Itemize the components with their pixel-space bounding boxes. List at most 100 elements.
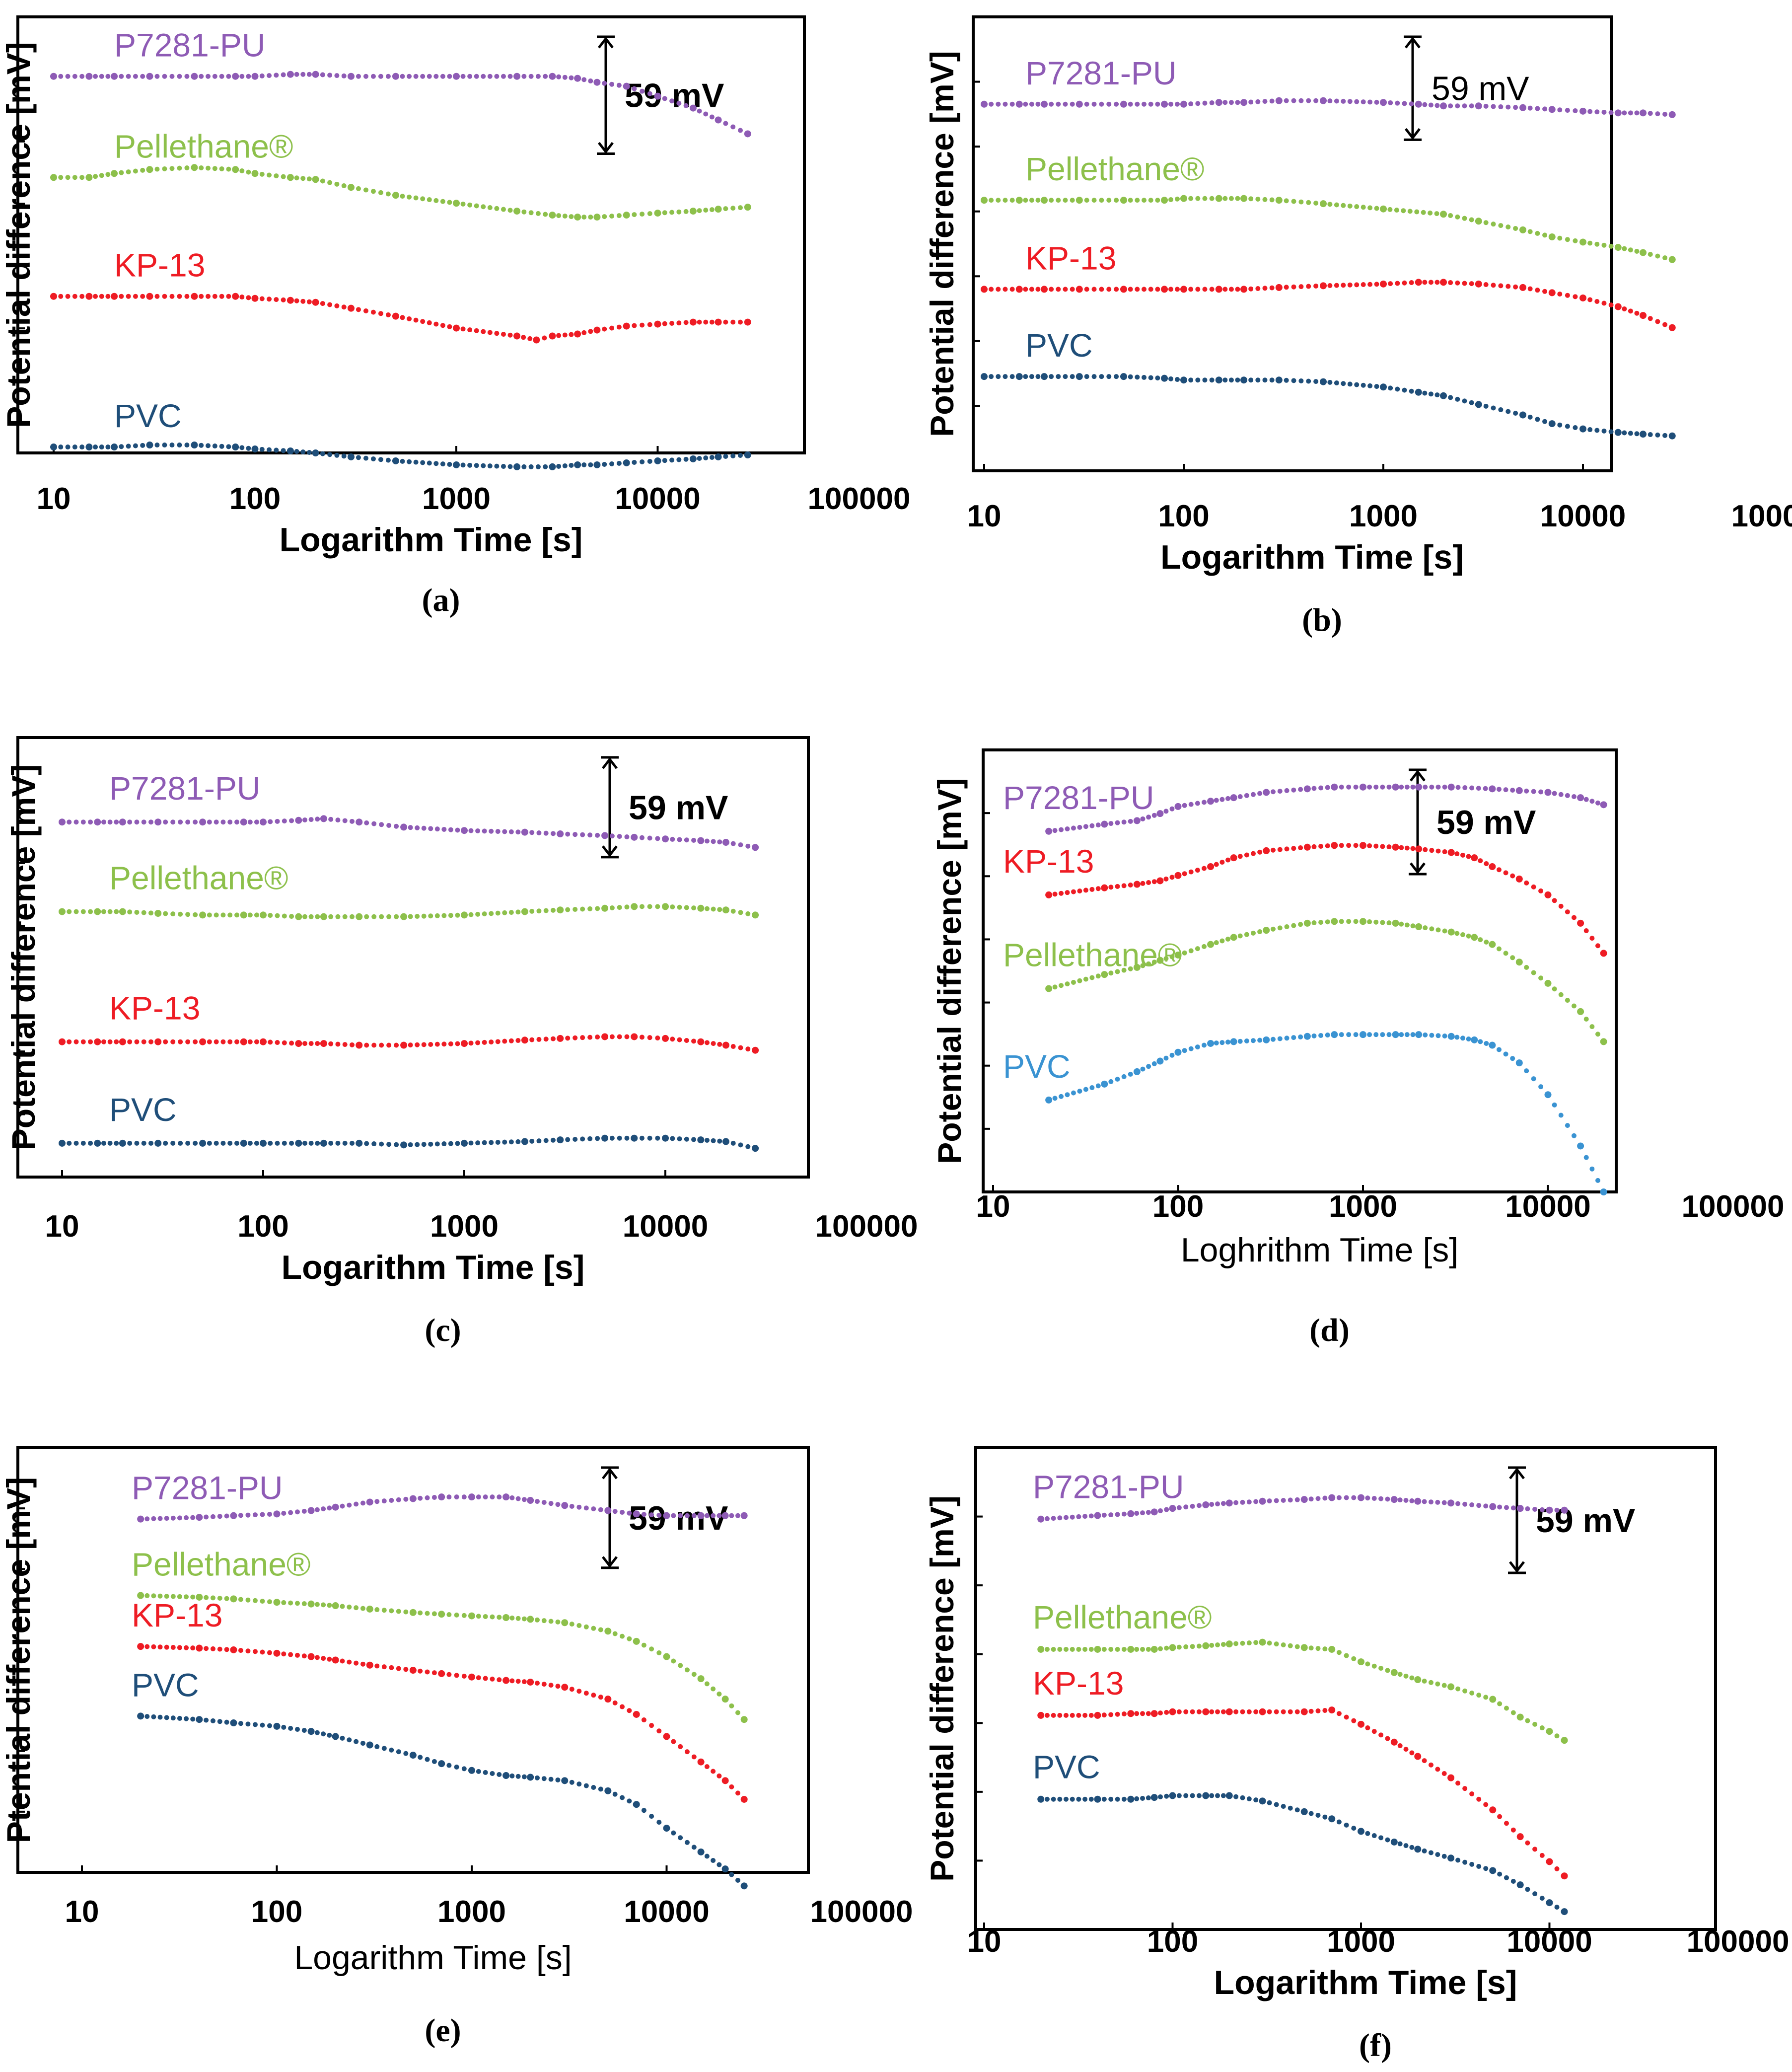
- data-point: [1441, 1771, 1447, 1776]
- data-point: [1548, 289, 1556, 296]
- data-point: [691, 1513, 697, 1518]
- panel-caption: (b): [1302, 602, 1342, 638]
- data-point: [302, 914, 307, 919]
- data-point: [593, 326, 601, 334]
- data-point: [1557, 422, 1563, 428]
- data-point: [595, 906, 600, 911]
- data-point: [1380, 205, 1387, 213]
- data-point: [1409, 1498, 1415, 1503]
- data-point: [483, 1614, 488, 1619]
- data-point: [1168, 197, 1174, 202]
- series-label: P7281-PU: [114, 27, 266, 64]
- data-point: [267, 296, 272, 302]
- data-point: [1240, 99, 1248, 106]
- data-point: [595, 832, 600, 838]
- data-point: [1215, 195, 1222, 202]
- data-point: [1516, 1713, 1524, 1721]
- data-point: [1128, 882, 1133, 888]
- data-point: [483, 1494, 488, 1500]
- data-point: [697, 1758, 705, 1766]
- data-point: [204, 1595, 209, 1600]
- data-point: [562, 332, 568, 338]
- series-label: Pellethane®: [132, 1546, 311, 1583]
- data-point: [502, 910, 507, 915]
- data-point: [427, 74, 432, 79]
- data-point: [1390, 1838, 1398, 1846]
- data-point: [141, 1039, 146, 1044]
- data-point: [247, 1140, 253, 1146]
- data-point: [260, 1598, 265, 1604]
- data-point: [671, 1513, 676, 1518]
- data-point: [1469, 785, 1475, 791]
- data-point: [137, 1712, 144, 1720]
- data-point: [580, 906, 585, 912]
- data-point: [738, 1045, 743, 1050]
- data-point: [1565, 237, 1570, 242]
- data-point: [1174, 872, 1182, 879]
- data-point: [1491, 283, 1496, 288]
- data-point: [561, 1777, 569, 1784]
- data-point: [1311, 844, 1317, 849]
- data-point: [347, 453, 355, 460]
- data-point: [1313, 283, 1319, 289]
- data-point: [1257, 1037, 1263, 1043]
- data-point: [1409, 1750, 1415, 1756]
- data-point: [521, 828, 528, 836]
- data-point: [729, 1872, 734, 1877]
- data-point: [647, 91, 652, 96]
- data-point: [1662, 322, 1668, 327]
- data-point: [691, 1672, 697, 1677]
- data-point: [565, 1137, 571, 1142]
- data-point: [1483, 786, 1488, 791]
- data-point: [400, 315, 405, 320]
- data-point: [267, 1511, 272, 1517]
- data-point: [1255, 286, 1261, 291]
- data-point: [381, 1608, 387, 1613]
- data-point: [1496, 1047, 1502, 1052]
- data-point: [1248, 99, 1254, 105]
- data-point: [191, 73, 198, 80]
- data-point: [595, 1136, 600, 1141]
- data-point: [1220, 1501, 1226, 1506]
- data-point: [162, 74, 167, 79]
- data-point: [1284, 788, 1290, 793]
- data-point: [1244, 1038, 1249, 1043]
- data-point: [50, 293, 57, 300]
- data-point: [1195, 946, 1200, 952]
- data-point: [717, 839, 722, 845]
- series-kp-13: KP-13: [1003, 842, 1607, 957]
- panel-caption: (d): [1309, 1312, 1350, 1348]
- data-point: [515, 1038, 521, 1043]
- data-point: [427, 197, 432, 203]
- data-point: [314, 1730, 320, 1735]
- data-point: [1284, 198, 1289, 204]
- data-point: [1233, 1709, 1239, 1714]
- data-point: [1557, 292, 1563, 297]
- data-point: [1222, 196, 1228, 201]
- data-point: [220, 912, 226, 918]
- data-point: [475, 828, 481, 833]
- data-point: [385, 191, 391, 197]
- data-point: [1315, 1646, 1321, 1651]
- data-point: [268, 913, 273, 918]
- data-point: [474, 328, 479, 333]
- data-point: [1614, 429, 1622, 436]
- data-point: [1341, 381, 1346, 386]
- data-point: [386, 823, 392, 828]
- data-point: [676, 320, 682, 326]
- data-point: [1003, 198, 1008, 203]
- data-point: [93, 444, 98, 450]
- data-point: [562, 74, 568, 80]
- data-point: [1044, 1712, 1050, 1718]
- data-point: [413, 459, 419, 465]
- data-point: [1565, 998, 1570, 1003]
- data-point: [1546, 1728, 1553, 1735]
- data-point: [288, 1510, 293, 1515]
- data-point: [1190, 1503, 1195, 1509]
- data-point: [1209, 1502, 1215, 1507]
- data-point: [1222, 100, 1228, 105]
- data-point: [219, 166, 224, 171]
- data-point: [1668, 256, 1676, 263]
- data-point: [704, 1513, 710, 1518]
- data-point: [1469, 281, 1474, 287]
